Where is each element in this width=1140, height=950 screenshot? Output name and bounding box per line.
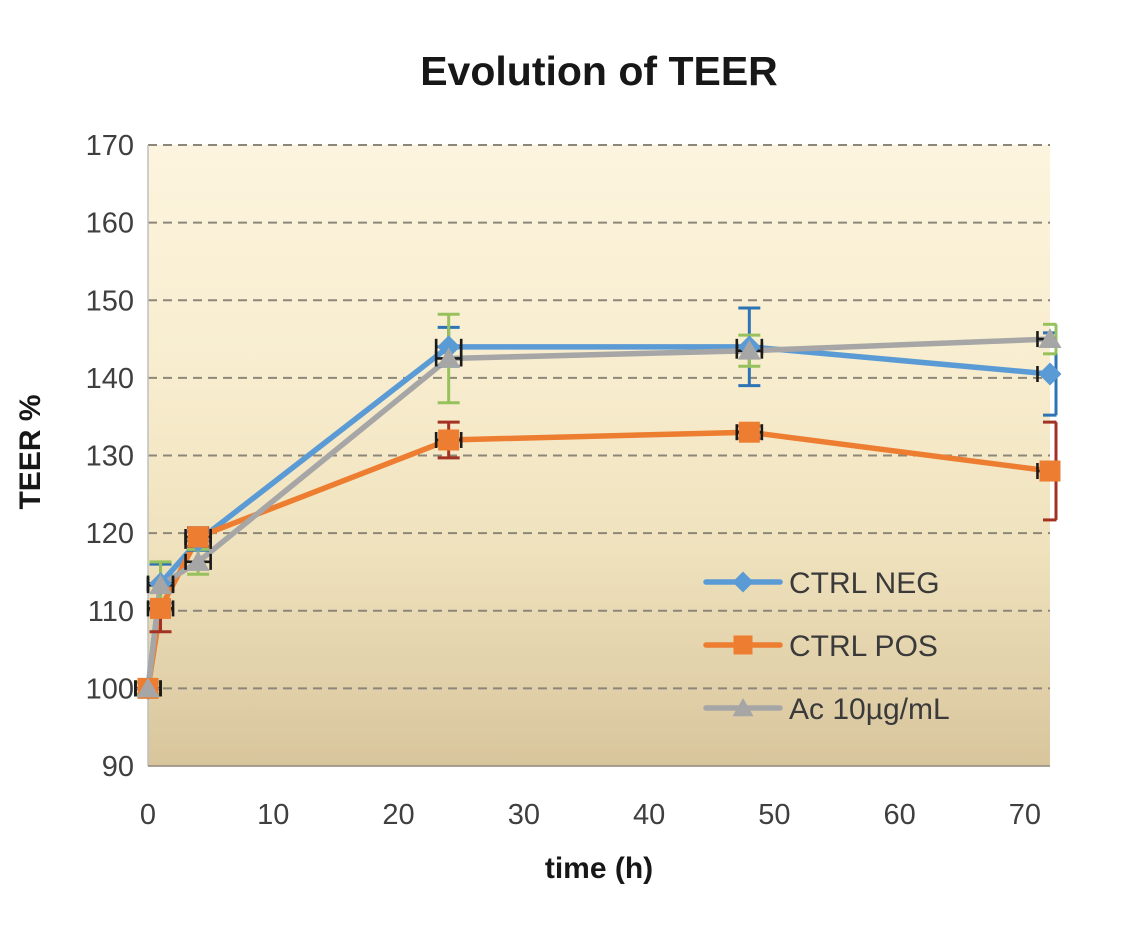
marker-square-1-1	[150, 597, 172, 619]
y-tick-120: 120	[86, 518, 134, 550]
legend-marker-diamond	[732, 571, 754, 593]
chart-title: Evolution of TEER	[420, 48, 778, 94]
legend-item-2: Ac 10µg/mL	[703, 693, 950, 726]
x-tick-30: 30	[508, 799, 540, 831]
y-tick-130: 130	[86, 441, 134, 473]
x-tick-70: 70	[1009, 799, 1041, 831]
y-tick-100: 100	[86, 673, 134, 705]
legend-label-2: Ac 10µg/mL	[789, 693, 950, 726]
legend-item-1: CTRL POS	[703, 630, 938, 663]
legend-marker-triangle	[732, 698, 754, 717]
y-tick-150: 150	[86, 285, 134, 317]
y-tick-140: 140	[86, 363, 134, 395]
marker-square-1-2	[187, 526, 209, 548]
marker-diamond-0-3	[437, 335, 461, 359]
marker-square-1-4	[738, 421, 760, 443]
y-tick-90: 90	[102, 751, 134, 783]
x-tick-50: 50	[758, 799, 790, 831]
marker-triangle-2-5	[1038, 328, 1062, 349]
y-tick-110: 110	[88, 596, 134, 628]
x-tick-20: 20	[382, 799, 414, 831]
marker-triangle-2-0	[136, 677, 160, 698]
y-tick-170: 170	[86, 130, 134, 162]
marker-triangle-2-3	[437, 347, 461, 368]
legend-marker-square	[733, 635, 753, 655]
marker-square-1-5	[1039, 460, 1061, 482]
x-tick-60: 60	[884, 799, 916, 831]
y-tick-160: 160	[86, 208, 134, 240]
legend-item-0: CTRL NEG	[703, 567, 940, 600]
marker-triangle-2-4	[737, 339, 761, 360]
x-tick-0: 0	[140, 799, 156, 831]
legend-label-1: CTRL POS	[789, 630, 938, 663]
marker-triangle-2-2	[186, 550, 210, 571]
legend-label-0: CTRL NEG	[789, 567, 940, 600]
marker-diamond-0-5	[1038, 362, 1062, 386]
marker-triangle-2-1	[149, 574, 173, 595]
x-tick-10: 10	[257, 799, 289, 831]
x-tick-40: 40	[633, 799, 665, 831]
marker-square-1-3	[438, 429, 460, 451]
x-axis-title: time (h)	[544, 852, 654, 885]
